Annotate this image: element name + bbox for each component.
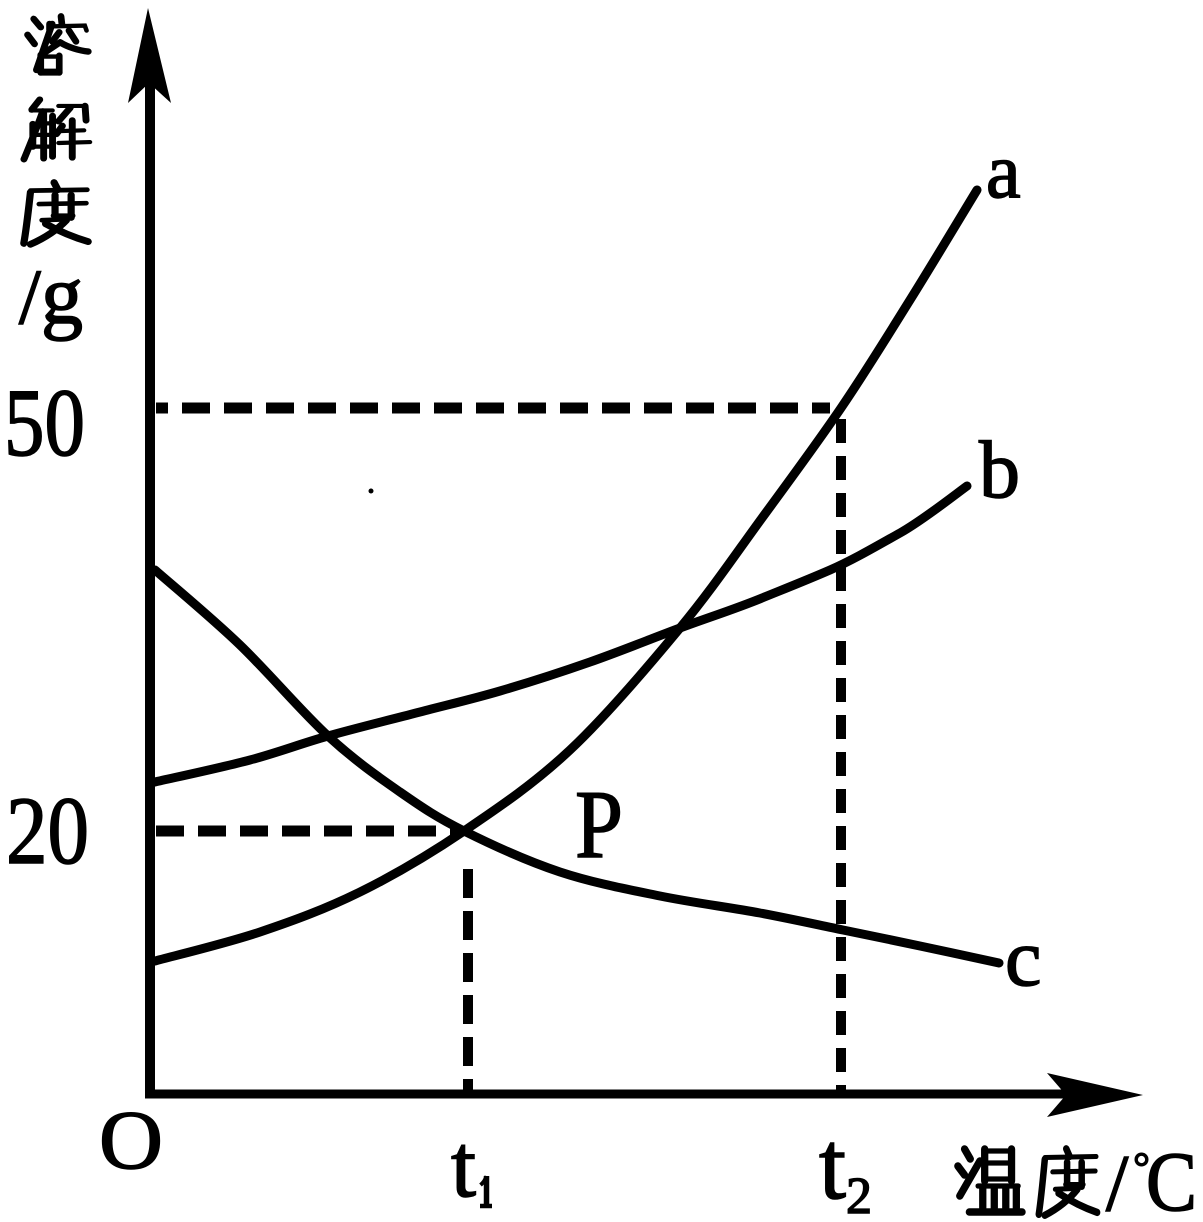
svg-text:50: 50 (4, 369, 85, 476)
svg-text:t: t (451, 1117, 476, 1216)
svg-text:b: b (979, 424, 1020, 515)
svg-text:/: / (19, 253, 41, 340)
svg-text:O: O (99, 1094, 163, 1187)
svg-text:20: 20 (6, 777, 89, 884)
svg-text:2: 2 (846, 1168, 872, 1222)
svg-text:/: / (1106, 1140, 1129, 1222)
svg-text:t: t (819, 1112, 846, 1219)
svg-text:c: c (1005, 912, 1041, 1003)
svg-text:g: g (41, 249, 83, 342)
svg-text:a: a (986, 127, 1021, 214)
svg-text:C: C (1146, 1135, 1197, 1222)
svg-text:P: P (575, 771, 623, 878)
